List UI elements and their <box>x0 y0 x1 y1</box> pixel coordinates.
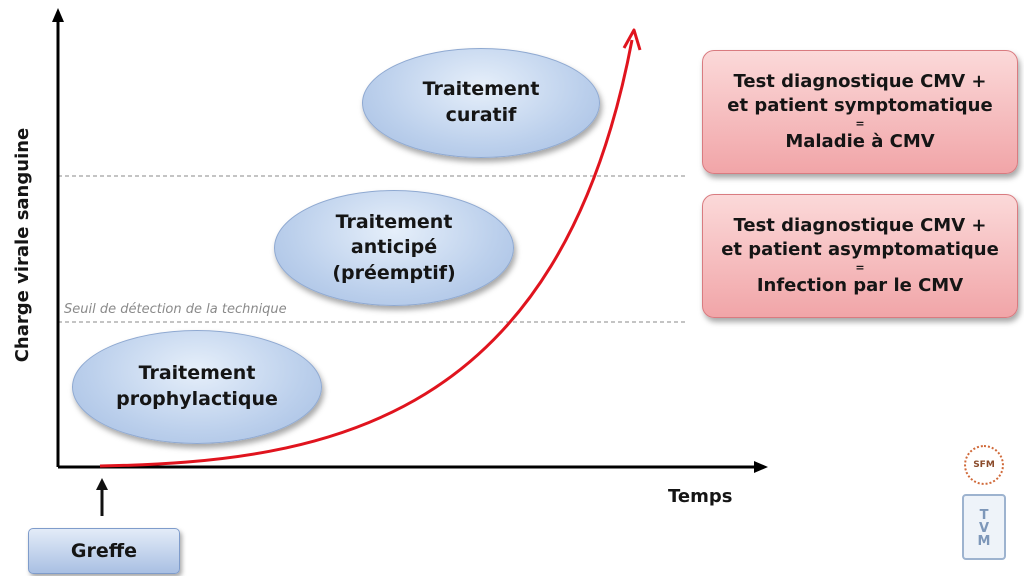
disease-result: Maladie à CMV <box>785 131 935 153</box>
greffe-arrowhead <box>96 478 108 490</box>
disease-line-1: Test diagnostique CMV + <box>733 71 987 93</box>
curative-treatment-ellipse: Traitement curatif <box>362 48 600 158</box>
infection-equals: = <box>855 261 865 275</box>
y-axis-arrowhead <box>52 8 64 22</box>
tvm-logo: TVM <box>962 494 1006 560</box>
threshold-label: Seuil de détection de la technique <box>64 302 287 317</box>
y-axis-label: Charge virale sanguine <box>12 127 33 363</box>
viral-load-curve <box>99 39 634 468</box>
disease-definition-box: Test diagnostique CMV + et patient sympt… <box>702 50 1018 174</box>
greffe-box: Greffe <box>28 528 180 574</box>
disease-equals: = <box>855 117 865 131</box>
x-axis-arrowhead <box>754 461 768 473</box>
x-axis-label: Temps <box>668 486 733 507</box>
sfm-logo: SFM <box>964 445 1004 485</box>
sfm-logo-text: SFM <box>973 460 995 470</box>
infection-definition-box: Test diagnostique CMV + et patient asymp… <box>702 194 1018 318</box>
infection-line-1: Test diagnostique CMV + <box>733 215 987 237</box>
preemptive-treatment-ellipse: Traitement anticipé (préemptif) <box>274 190 514 306</box>
viral-load-curve-arrowhead <box>622 28 642 51</box>
infection-result: Infection par le CMV <box>756 275 964 297</box>
prophylactic-treatment-ellipse: Traitement prophylactique <box>72 330 322 444</box>
tvm-logo-text: TVM <box>976 507 992 547</box>
disease-line-2: et patient symptomatique <box>727 94 993 116</box>
infection-line-2: et patient asymptomatique <box>721 238 999 260</box>
